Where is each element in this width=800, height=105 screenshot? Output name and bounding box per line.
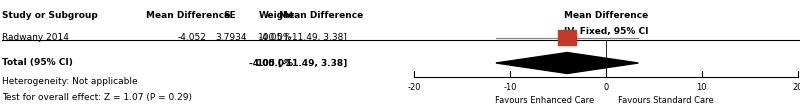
Text: 3.7934: 3.7934: [215, 33, 246, 42]
Text: Total (95% CI): Total (95% CI): [2, 58, 73, 68]
Polygon shape: [496, 52, 638, 74]
Text: SE: SE: [223, 10, 236, 20]
Text: Heterogeneity: Not applicable: Heterogeneity: Not applicable: [2, 77, 138, 86]
Text: Radwany 2014: Radwany 2014: [2, 33, 69, 42]
Text: 100.0%: 100.0%: [256, 58, 293, 68]
Text: -20: -20: [408, 83, 421, 92]
Bar: [558, 30, 576, 45]
Text: 20: 20: [792, 83, 800, 92]
Text: -10: -10: [503, 83, 517, 92]
Text: Mean Difference: Mean Difference: [564, 10, 648, 20]
Text: Mean Difference: Mean Difference: [146, 10, 230, 20]
Text: Study or Subgroup: Study or Subgroup: [2, 10, 98, 20]
Text: -4.05 [-11.49, 3.38]: -4.05 [-11.49, 3.38]: [259, 33, 347, 42]
Text: Mean Difference: Mean Difference: [279, 10, 364, 20]
Text: Favours Enhanced Care: Favours Enhanced Care: [494, 96, 594, 105]
Text: Favours Standard Care: Favours Standard Care: [618, 96, 714, 105]
Text: IV, Fixed, 95% CI: IV, Fixed, 95% CI: [564, 27, 648, 36]
Text: Weight: Weight: [259, 10, 294, 20]
Text: 10: 10: [697, 83, 707, 92]
Text: -4.052: -4.052: [178, 33, 206, 42]
Text: 0: 0: [603, 83, 609, 92]
Text: 100.0%: 100.0%: [258, 33, 293, 42]
Text: Test for overall effect: Z = 1.07 (P = 0.29): Test for overall effect: Z = 1.07 (P = 0…: [2, 93, 192, 102]
Text: -4.05 [-11.49, 3.38]: -4.05 [-11.49, 3.38]: [249, 58, 347, 68]
